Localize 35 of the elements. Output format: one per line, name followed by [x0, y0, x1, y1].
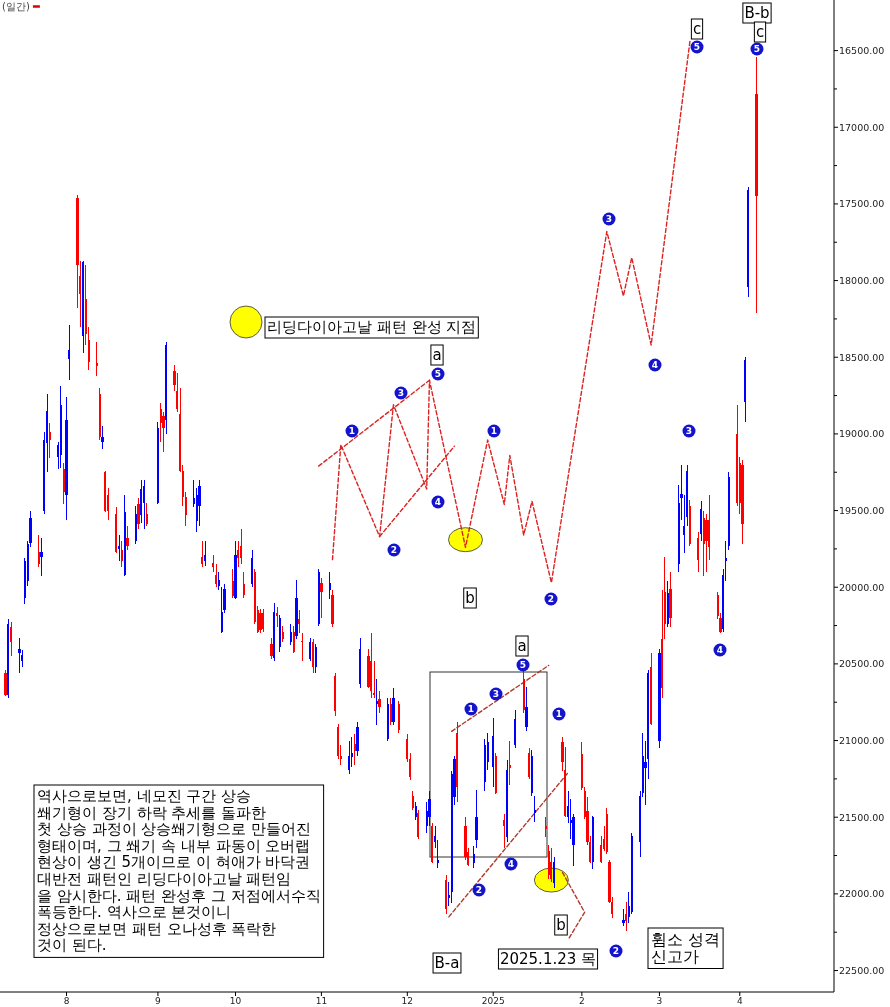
y-tick-label: 20000.00	[839, 581, 885, 593]
x-tick-label: 3	[656, 996, 663, 1006]
y-tick-label: 16500.00	[839, 44, 885, 56]
y-tick-label: 18500.00	[839, 351, 885, 363]
annotation: a	[432, 345, 442, 364]
x-tick-label: 12	[401, 996, 414, 1006]
annotation: c	[692, 19, 702, 38]
y-tick-label: 19000.00	[839, 428, 885, 440]
annotation: a	[517, 636, 527, 655]
annotation: b	[465, 588, 475, 607]
x-tick-label: 2025	[481, 996, 505, 1006]
x-tick-label: 10	[229, 996, 242, 1006]
y-tick-label: 18000.00	[839, 274, 885, 286]
annotation: (일간)	[2, 1, 30, 12]
x-tick-label: 9	[155, 996, 162, 1006]
y-tick-label: 22500.00	[839, 964, 885, 976]
y-tick-label: 19500.00	[839, 504, 885, 516]
x-tick-label: 2	[578, 996, 585, 1006]
annotation: b	[556, 915, 566, 934]
annotation: 휨소 성격 신고가	[651, 930, 721, 966]
annotation: B-a	[434, 953, 460, 972]
x-tick-label: 11	[315, 996, 328, 1006]
x-tick-label: 4	[736, 996, 743, 1006]
annotation: 2025.1.23 목	[499, 949, 597, 968]
annotation: c	[755, 22, 765, 41]
y-tick-label: 21500.00	[839, 811, 885, 823]
y-tick-label: 17500.00	[839, 198, 885, 210]
x-tick-label: 8	[63, 996, 70, 1006]
y-tick-label: 17000.00	[839, 121, 885, 133]
legend-label: 리딩다이아고날 패턴 완성 지점	[267, 318, 477, 336]
annotation: B-b	[744, 3, 770, 22]
y-tick-label: 21000.00	[839, 734, 885, 746]
text: 역사으로보면, 네모진 구간 상승 쐐기형이 장기 하락 추세를 돌파한 첫 상승 과정이 상승쐐기형으로 만들어진 형태이며, 그 쐐기 속 내부 파동이 오버랩 현상이 생긴 5개이므로 이 혀애가 바닥권 대반전 패턴인 리딩다이아고날 패턴임 을 암시한다. 패턴 완성후 그 저점에서수직 폭등한다. 역사으로 본것이니 정상으로보면 패턴 오나성후 폭락한 것이 된다.	[37, 787, 321, 955]
y-tick-label: 22000.00	[839, 888, 885, 900]
y-tick-label: 20500.00	[839, 658, 885, 670]
